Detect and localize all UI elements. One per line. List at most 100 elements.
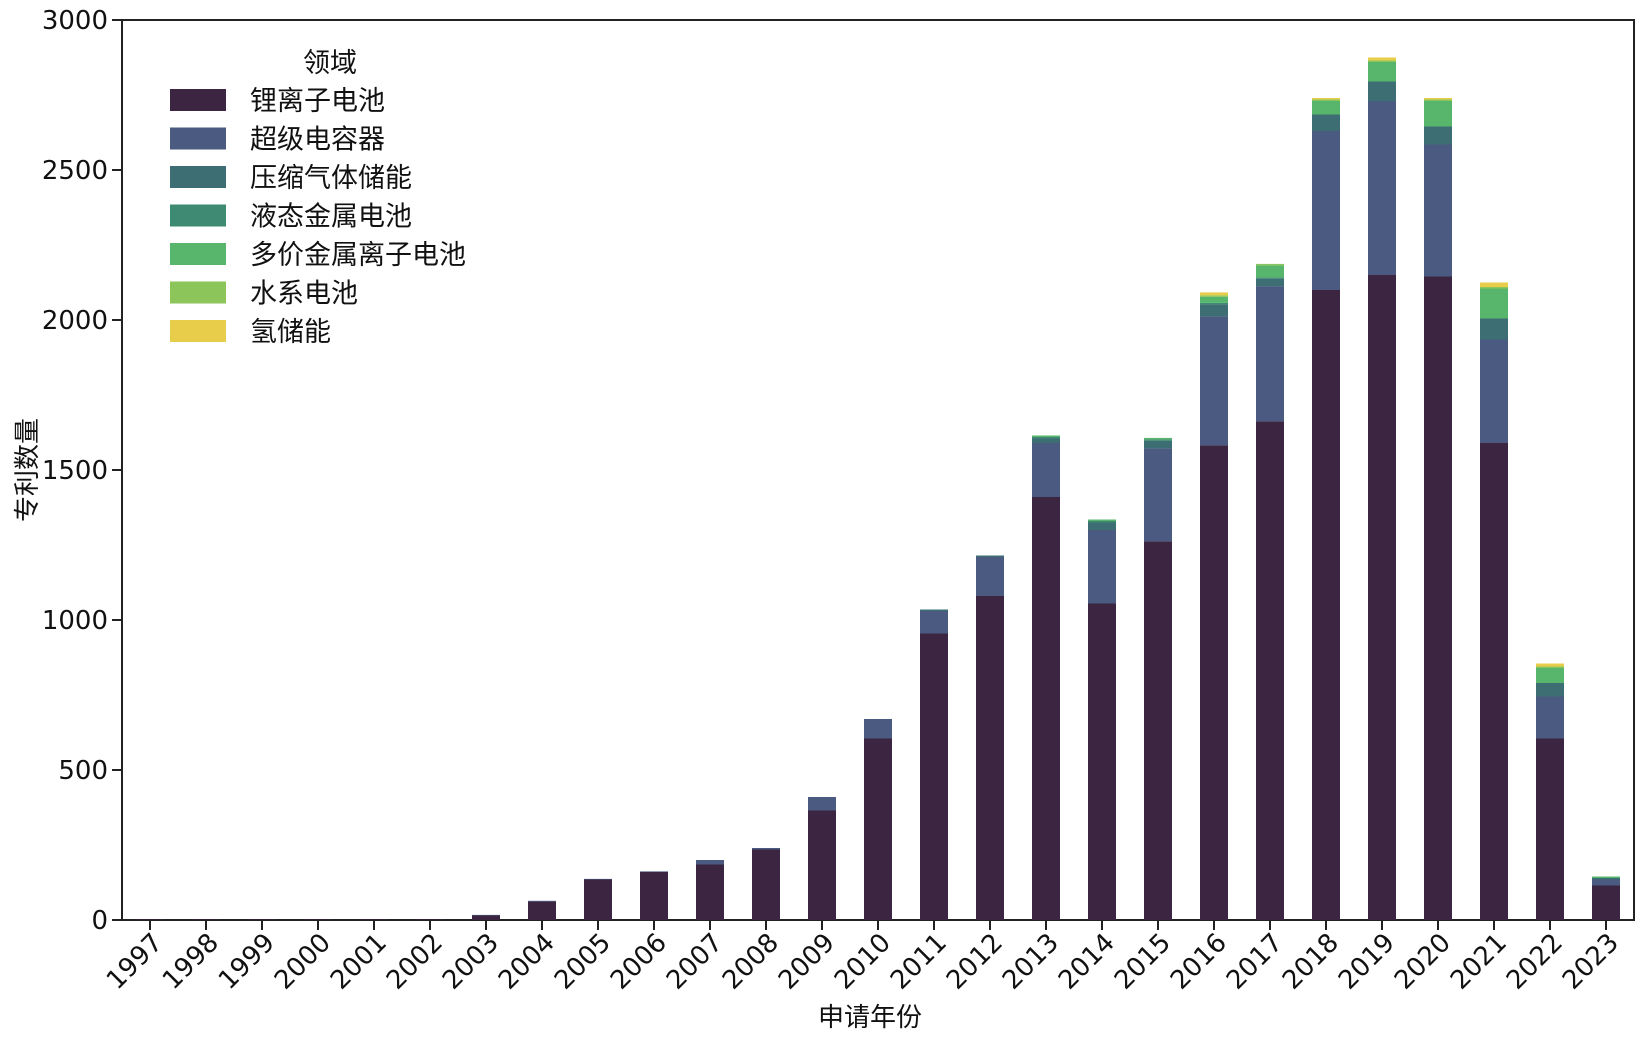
legend-entry-label: 超级电容器 xyxy=(250,125,385,156)
legend-swatch xyxy=(170,320,226,342)
y-axis-ticks: 0 500 1000 1500 2000 2500 3000 xyxy=(42,6,122,936)
x-tick-label: 1997 xyxy=(101,928,169,996)
x-tick-label: 2009 xyxy=(773,928,841,996)
bar-segment-0-2006 xyxy=(640,872,668,920)
bar-segment-5-2019 xyxy=(1368,60,1396,62)
y-tick-label: 2000 xyxy=(42,306,108,336)
bar-segment-0-2009 xyxy=(808,810,836,920)
bar-segment-1-2015 xyxy=(1144,448,1172,542)
legend-swatch xyxy=(170,243,226,265)
x-tick-label: 1999 xyxy=(213,928,281,996)
legend-swatch xyxy=(170,127,226,150)
bar-segment-0-2023 xyxy=(1592,885,1620,920)
x-tick-label: 2006 xyxy=(605,928,673,996)
x-tick-label: 2017 xyxy=(1221,928,1289,996)
legend-swatch xyxy=(170,281,226,304)
bar-segment-2-2020 xyxy=(1424,126,1452,145)
bar-segment-6-2018 xyxy=(1312,98,1340,100)
bar-segment-1-2017 xyxy=(1256,286,1284,422)
legend-entry-label: 多价金属离子电池 xyxy=(250,240,466,271)
bar-segment-5-2020 xyxy=(1424,99,1452,101)
bar-segment-4-2018 xyxy=(1312,101,1340,115)
bar-segment-2-2019 xyxy=(1368,81,1396,101)
x-tick-label: 2021 xyxy=(1445,928,1513,996)
bar-segment-5-2017 xyxy=(1256,263,1284,266)
bar-segment-2-2014 xyxy=(1088,522,1116,530)
bar-segment-3-2013 xyxy=(1032,437,1060,439)
x-tick-label: 1998 xyxy=(157,928,225,996)
bar-segment-3-2015 xyxy=(1144,439,1172,441)
bar-segment-2-2017 xyxy=(1256,278,1284,287)
bar-segment-2-2023 xyxy=(1592,878,1620,880)
y-tick-label: 1500 xyxy=(42,456,108,486)
x-tick-label: 2015 xyxy=(1109,928,1177,996)
bar-segment-4-2020 xyxy=(1424,101,1452,127)
y-tick-label: 2500 xyxy=(42,156,108,186)
bar-segment-0-2007 xyxy=(696,864,724,920)
x-axis-title: 申请年份 xyxy=(818,1003,922,1033)
bar-segment-2-2018 xyxy=(1312,114,1340,131)
bar-segment-0-1998 xyxy=(192,919,220,920)
bar-segment-3-2014 xyxy=(1088,521,1116,523)
bar-segment-4-2019 xyxy=(1368,62,1396,82)
bar-segment-1-2011 xyxy=(920,611,948,634)
bar-segment-2-2015 xyxy=(1144,440,1172,449)
bar-segment-2-2011 xyxy=(920,609,948,611)
legend-entry-label: 氢储能 xyxy=(250,317,331,348)
bar-segment-0-2004 xyxy=(528,901,556,920)
x-tick-label: 2008 xyxy=(717,928,785,996)
x-tick-label: 2012 xyxy=(941,928,1009,996)
bar-segment-1-2022 xyxy=(1536,696,1564,739)
bar-segment-0-2008 xyxy=(752,849,780,920)
bar-segment-5-2018 xyxy=(1312,99,1340,101)
x-tick-label: 2010 xyxy=(829,928,897,996)
bar-segment-0-2022 xyxy=(1536,738,1564,920)
bar-segment-0-2017 xyxy=(1256,421,1284,920)
bar-segment-0-2015 xyxy=(1144,541,1172,920)
bar-segment-4-2022 xyxy=(1536,668,1564,683)
bar-segment-6-2016 xyxy=(1200,292,1228,296)
legend-entry-label: 水系电池 xyxy=(250,279,358,310)
bar-segment-0-2021 xyxy=(1480,443,1508,920)
bar-segment-1-2016 xyxy=(1200,316,1228,446)
x-tick-label: 2007 xyxy=(661,928,729,996)
bar-segment-0-2001 xyxy=(360,919,388,920)
y-tick-label: 1000 xyxy=(42,606,108,636)
x-tick-label: 2022 xyxy=(1501,928,1569,996)
bar-segment-1-2010 xyxy=(864,719,892,739)
bar-segment-5-2016 xyxy=(1200,295,1228,297)
bar-segment-6-2021 xyxy=(1480,282,1508,287)
bar-segment-4-2014 xyxy=(1088,519,1116,521)
bar-segment-6-2022 xyxy=(1536,663,1564,667)
bar-segment-1-2014 xyxy=(1088,530,1116,604)
bar-segment-1-2007 xyxy=(696,860,724,865)
x-tick-label: 2019 xyxy=(1333,928,1401,996)
bar-segment-1-2004 xyxy=(528,900,556,902)
bar-segment-0-2010 xyxy=(864,738,892,920)
bar-segment-2-2016 xyxy=(1200,304,1228,317)
bar-segment-1-2012 xyxy=(976,557,1004,596)
y-axis-title: 专利数量 xyxy=(13,418,43,522)
bar-segment-4-2023 xyxy=(1592,876,1620,878)
bar-segment-1-2019 xyxy=(1368,101,1396,275)
bar-segment-0-2012 xyxy=(976,596,1004,920)
bar-segment-0-2000 xyxy=(304,919,332,920)
bar-segment-5-2022 xyxy=(1536,666,1564,668)
bar-segment-0-1997 xyxy=(136,919,164,920)
y-tick-label: 3000 xyxy=(42,6,108,36)
x-tick-label: 2023 xyxy=(1557,928,1625,996)
x-tick-label: 2002 xyxy=(381,928,449,996)
bar-segment-0-2005 xyxy=(584,879,612,920)
legend-title: 领域 xyxy=(303,48,357,79)
bar-segment-0-2013 xyxy=(1032,497,1060,920)
bar-segment-1-2013 xyxy=(1032,443,1060,497)
bar-segment-2-2012 xyxy=(976,555,1004,557)
bar-segment-2-2021 xyxy=(1480,318,1508,340)
x-tick-label: 2016 xyxy=(1165,928,1233,996)
bar-segment-4-2021 xyxy=(1480,288,1508,319)
bar-segment-1-2005 xyxy=(584,878,612,880)
legend-swatch xyxy=(170,166,226,188)
x-tick-label: 2001 xyxy=(325,928,393,996)
